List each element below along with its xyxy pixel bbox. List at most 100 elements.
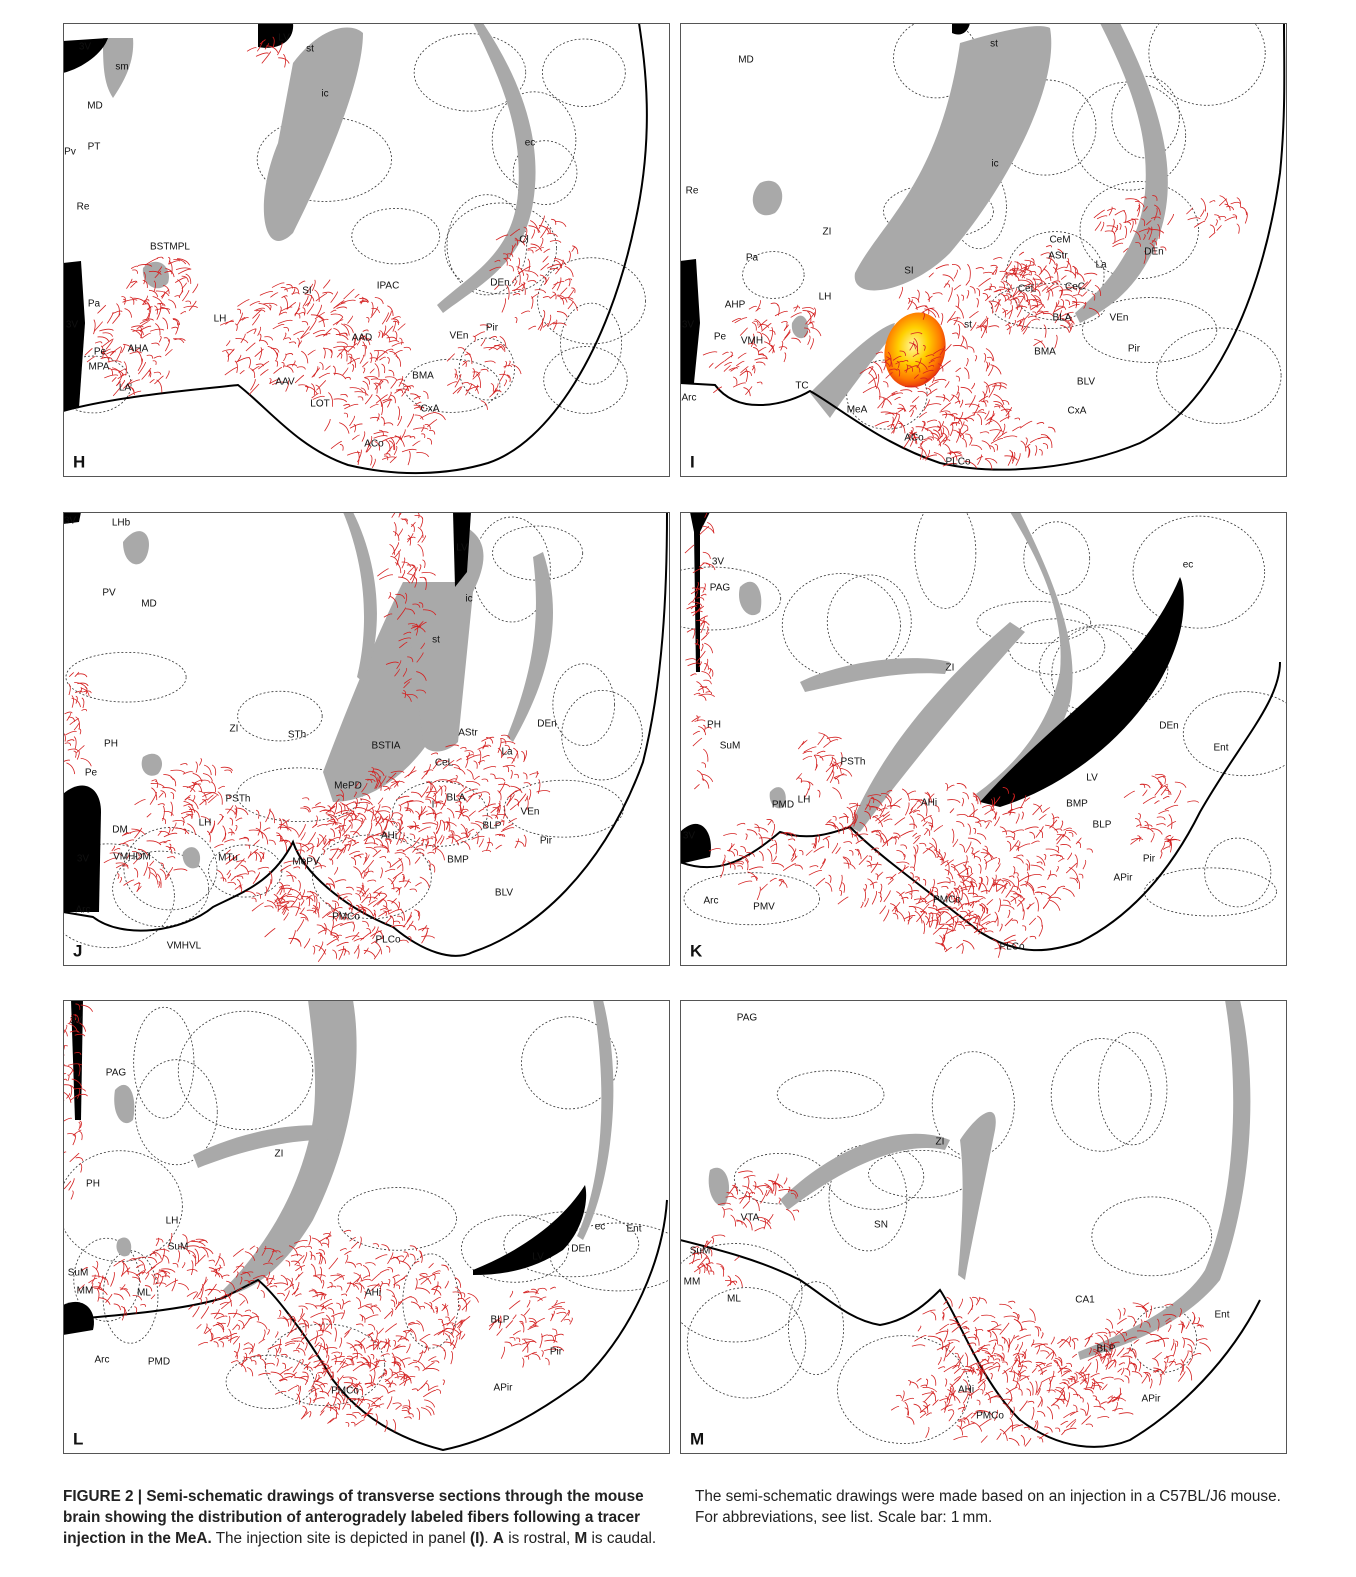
labeled-fiber xyxy=(1028,316,1036,318)
labeled-fiber xyxy=(322,1280,324,1288)
labeled-fiber xyxy=(1013,320,1015,325)
labeled-fiber xyxy=(366,847,377,852)
labeled-fiber xyxy=(1124,791,1135,798)
labeled-fiber xyxy=(302,798,309,801)
labeled-fiber xyxy=(817,751,825,753)
labeled-fiber xyxy=(435,1308,437,1314)
labeled-fiber xyxy=(1123,1353,1128,1356)
labeled-fiber xyxy=(74,737,76,749)
labeled-fiber xyxy=(288,827,299,836)
labeled-fiber xyxy=(956,943,963,948)
labeled-fiber xyxy=(341,1310,344,1319)
labeled-fiber xyxy=(1030,865,1044,870)
labeled-fiber xyxy=(948,287,952,301)
region-outline xyxy=(1157,328,1281,423)
labeled-fiber xyxy=(554,1336,556,1343)
labeled-fiber xyxy=(193,1292,197,1299)
labeled-fiber xyxy=(114,1304,121,1310)
labeled-fiber xyxy=(250,302,260,306)
labeled-fiber xyxy=(1054,829,1062,831)
labeled-fiber xyxy=(394,350,403,354)
section-panel: 3VPAGZIPHecEntLHDEnLVSuMSuMMMMLAHiBLPPir… xyxy=(63,1000,670,1454)
region-outline xyxy=(1205,838,1271,907)
labeled-fiber xyxy=(1010,1418,1013,1432)
labeled-fiber xyxy=(191,1260,193,1275)
labeled-fiber xyxy=(406,1344,410,1353)
labeled-fiber xyxy=(362,362,368,367)
region-label: CeM xyxy=(1049,235,1070,246)
labeled-fiber xyxy=(114,848,120,850)
labeled-fiber xyxy=(902,789,909,801)
labeled-fiber xyxy=(883,382,888,388)
labeled-fiber xyxy=(745,371,752,376)
labeled-fiber xyxy=(250,1356,261,1358)
labeled-fiber xyxy=(1044,325,1046,338)
region-outline xyxy=(1024,522,1090,595)
labeled-fiber xyxy=(214,845,223,848)
labeled-fiber xyxy=(392,813,401,816)
labeled-fiber xyxy=(1237,224,1240,234)
labeled-fiber xyxy=(902,865,905,872)
labeled-fiber xyxy=(1109,207,1112,216)
labeled-fiber xyxy=(219,815,222,820)
labeled-fiber xyxy=(317,1375,319,1382)
labeled-fiber xyxy=(271,1372,283,1378)
labeled-fiber xyxy=(344,289,355,299)
labeled-fiber xyxy=(1002,812,1015,814)
labeled-fiber xyxy=(391,1308,393,1316)
region-label: PMV xyxy=(753,902,775,913)
labeled-fiber xyxy=(420,1334,431,1340)
labeled-fiber xyxy=(410,1254,415,1260)
labeled-fiber xyxy=(843,842,851,844)
labeled-fiber xyxy=(291,899,297,908)
labeled-fiber xyxy=(984,289,991,291)
labeled-fiber xyxy=(984,353,986,362)
labeled-fiber xyxy=(990,413,995,420)
labeled-fiber xyxy=(1088,1333,1093,1338)
labeled-fiber xyxy=(505,766,509,772)
labeled-fiber xyxy=(569,299,578,311)
labeled-fiber xyxy=(962,944,964,954)
labeled-fiber xyxy=(350,424,362,428)
region-label: MeA xyxy=(847,405,868,416)
region-outline xyxy=(553,664,615,746)
labeled-fiber xyxy=(900,845,906,849)
caption-text: (I) xyxy=(470,1530,484,1547)
labeled-fiber xyxy=(1169,1359,1174,1367)
region-outline xyxy=(869,1150,974,1197)
labeled-fiber xyxy=(371,1354,374,1359)
labeled-fiber xyxy=(323,928,333,936)
labeled-fiber xyxy=(791,338,800,343)
region-outline xyxy=(135,1060,217,1165)
labeled-fiber xyxy=(258,1373,270,1375)
labeled-fiber xyxy=(77,674,87,677)
labeled-fiber xyxy=(911,803,917,810)
labeled-fiber xyxy=(220,1342,223,1348)
labeled-fiber xyxy=(1066,1392,1069,1406)
labeled-fiber xyxy=(339,1338,341,1348)
labeled-fiber xyxy=(1069,304,1080,307)
labeled-fiber xyxy=(396,1405,402,1409)
labeled-fiber xyxy=(979,278,991,286)
labeled-fiber xyxy=(393,1419,396,1431)
labeled-fiber xyxy=(287,896,300,900)
labeled-fiber xyxy=(211,821,214,833)
labeled-fiber xyxy=(1132,1372,1142,1377)
labeled-fiber xyxy=(937,882,950,884)
labeled-fiber xyxy=(1183,1352,1188,1363)
labeled-fiber xyxy=(1169,814,1172,828)
region-label: TC xyxy=(795,381,808,392)
labeled-fiber xyxy=(1072,1340,1075,1349)
region-label: VTA xyxy=(741,1213,760,1224)
labeled-fiber xyxy=(974,857,980,862)
labeled-fiber xyxy=(168,257,170,264)
labeled-fiber xyxy=(1085,1363,1091,1372)
labeled-fiber xyxy=(353,802,357,807)
labeled-fiber xyxy=(997,1433,1001,1440)
labeled-fiber xyxy=(565,266,573,277)
labeled-fiber xyxy=(956,368,961,372)
labeled-fiber xyxy=(952,395,960,404)
labeled-fiber xyxy=(336,1303,340,1309)
labeled-fiber xyxy=(809,870,822,875)
labeled-fiber xyxy=(772,824,775,836)
